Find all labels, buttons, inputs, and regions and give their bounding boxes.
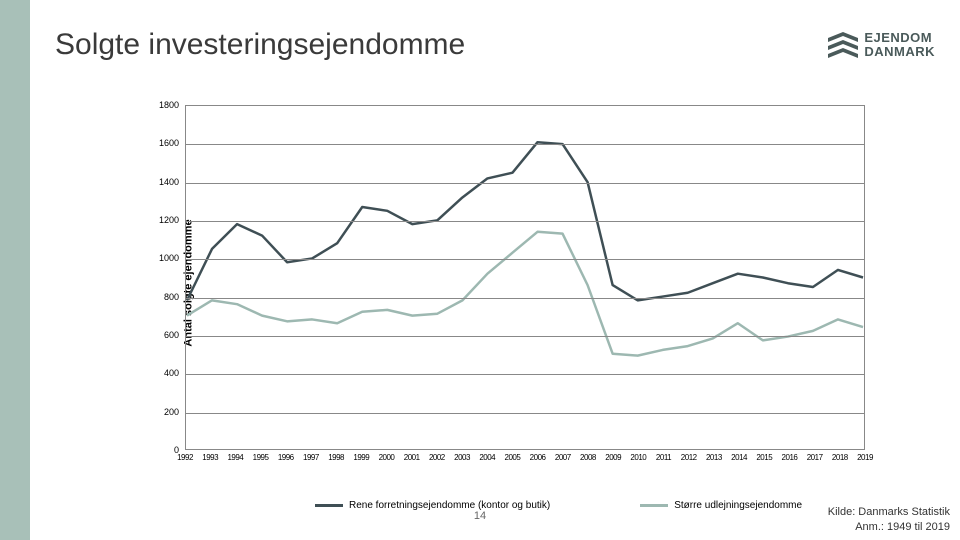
y-tick-label: 1400 [159, 177, 181, 187]
logo-line2: DANMARK [864, 45, 935, 59]
y-tick-label: 200 [164, 407, 181, 417]
x-tick-label: 1998 [328, 453, 344, 462]
grid-line [186, 298, 864, 299]
series-lines [186, 106, 864, 449]
page-title: Solgte investeringsejendomme [55, 28, 465, 62]
x-tick-label: 1999 [353, 453, 369, 462]
plot-region [185, 105, 865, 450]
header-row: Solgte investeringsejendomme EJENDOM DAN… [55, 28, 935, 62]
x-tick-label: 2010 [630, 453, 646, 462]
x-tick-label: 1995 [253, 453, 269, 462]
x-tick-label: 2004 [479, 453, 495, 462]
x-tick-label: 2017 [807, 453, 823, 462]
x-tick-label: 2014 [731, 453, 747, 462]
x-tick-label: 1994 [227, 453, 243, 462]
y-tick-label: 1600 [159, 138, 181, 148]
logo-text: EJENDOM DANMARK [864, 31, 935, 60]
grid-line [186, 144, 864, 145]
logo-icon [828, 32, 858, 58]
footer-source: Kilde: Danmarks Statistik Anm.: 1949 til… [828, 505, 950, 534]
x-tick-label: 2006 [530, 453, 546, 462]
page-number: 14 [0, 510, 960, 522]
x-tick-label: 1996 [278, 453, 294, 462]
x-tick-label: 2011 [656, 453, 671, 462]
brand-logo: EJENDOM DANMARK [828, 31, 935, 60]
series-line-1 [187, 232, 863, 356]
x-tick-label: 2009 [605, 453, 621, 462]
x-tick-label: 2002 [429, 453, 445, 462]
x-tick-label: 2005 [505, 453, 521, 462]
x-tick-label: 2008 [580, 453, 596, 462]
x-tick-label: 2015 [756, 453, 772, 462]
y-tick-label: 1800 [159, 100, 181, 110]
y-tick-label: 1200 [159, 215, 181, 225]
grid-line [186, 413, 864, 414]
x-tick-label: 2001 [404, 453, 420, 462]
grid-line [186, 259, 864, 260]
x-tick-label: 2003 [454, 453, 470, 462]
x-tick-label: 1993 [202, 453, 218, 462]
grid-line [186, 183, 864, 184]
grid-line [186, 221, 864, 222]
x-tick-label: 1992 [177, 453, 193, 462]
x-tick-label: 2000 [379, 453, 395, 462]
x-tick-label: 2007 [555, 453, 571, 462]
chart-area: Antal solgte ejendomme Rene forretningse… [145, 105, 865, 475]
x-tick-label: 2019 [857, 453, 873, 462]
source-line2: Anm.: 1949 til 2019 [828, 520, 950, 534]
x-tick-label: 2013 [706, 453, 722, 462]
y-tick-label: 1000 [159, 253, 181, 263]
logo-line1: EJENDOM [864, 31, 935, 45]
legend-swatch-series2 [640, 504, 668, 507]
source-line1: Kilde: Danmarks Statistik [828, 505, 950, 519]
y-tick-label: 600 [164, 330, 181, 340]
x-tick-label: 2012 [681, 453, 697, 462]
grid-line [186, 336, 864, 337]
grid-line [186, 374, 864, 375]
x-tick-label: 2016 [782, 453, 798, 462]
legend-swatch-series1 [315, 504, 343, 507]
side-accent-band [0, 0, 30, 540]
y-tick-label: 800 [164, 292, 181, 302]
x-tick-label: 2018 [832, 453, 848, 462]
x-tick-label: 1997 [303, 453, 319, 462]
y-tick-label: 400 [164, 368, 181, 378]
